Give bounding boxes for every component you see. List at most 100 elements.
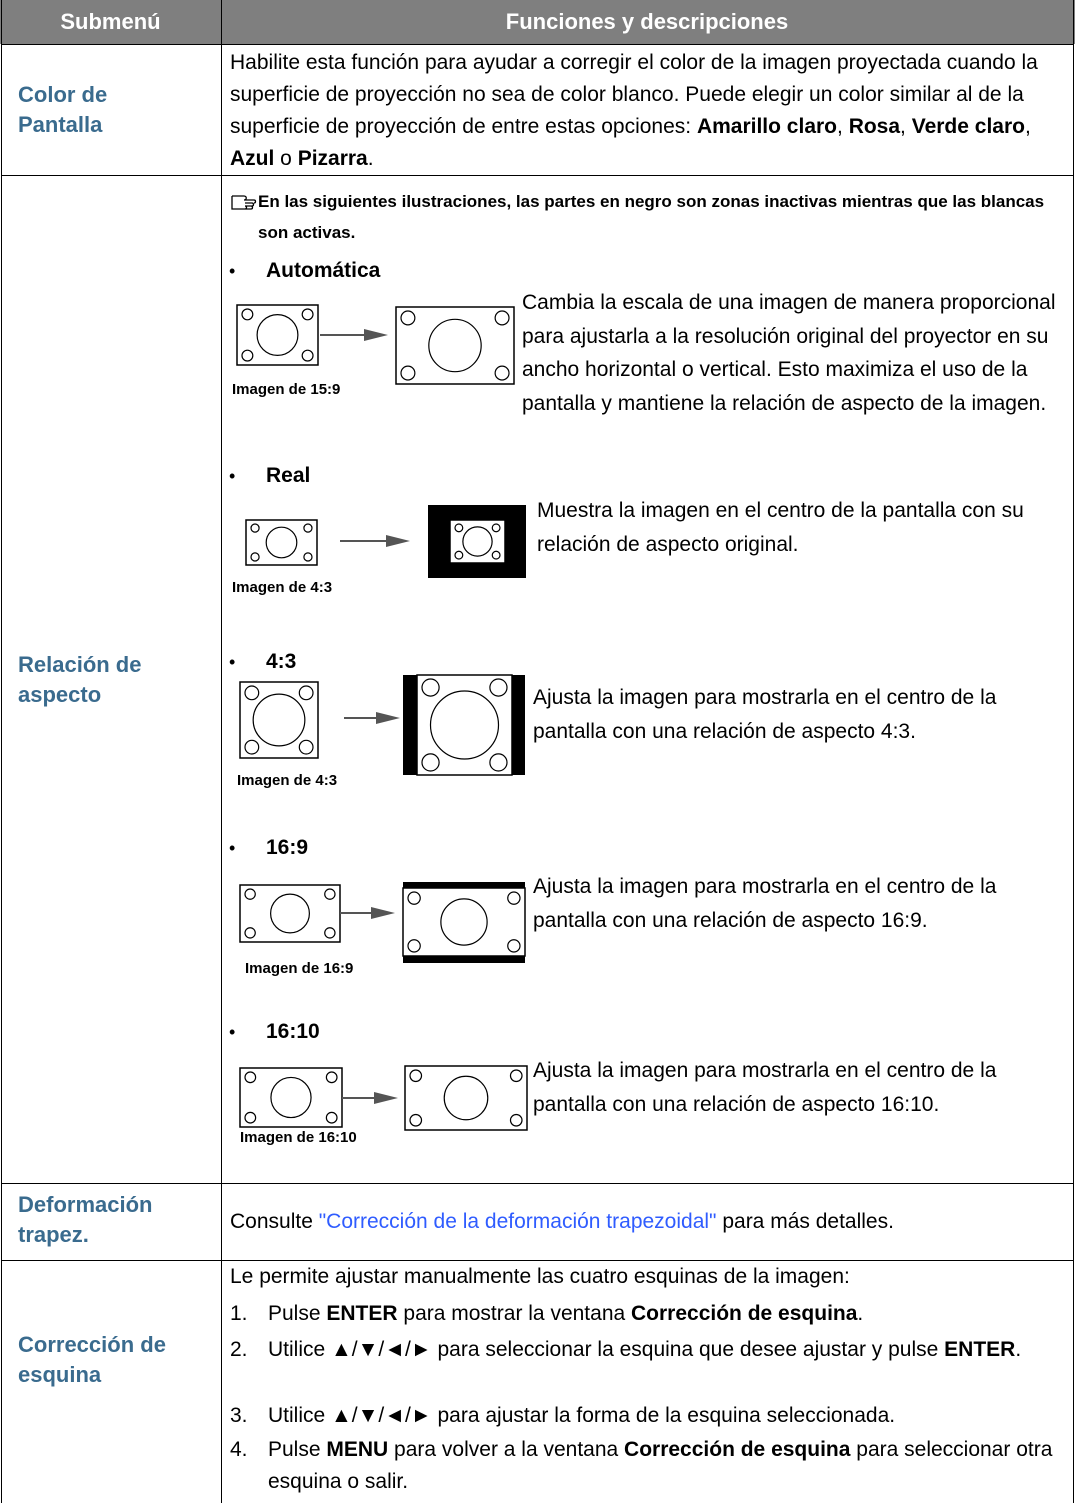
frame-dot [298,685,314,701]
frame-circle [270,893,310,934]
frame-circle [440,898,488,946]
frame-dot [491,523,501,533]
step-number: 1. [230,1302,248,1325]
bullet-dot: • [229,261,236,281]
text-run: Utilice ▲/▼/◄/► para seleccionar la esqu… [268,1338,945,1361]
text-run: Corrección de esquina [624,1438,851,1461]
mode-description: Cambia la escala de una imagen de manera… [522,291,1056,415]
frame-dot [400,310,416,326]
caption: Imagen de 16:10 [240,1129,357,1146]
text-run: Rosa [848,115,901,138]
frame-dot [489,753,508,772]
mode-name: 16:9 [266,836,309,859]
screen-frame [395,306,515,385]
step-content: Utilice ▲/▼/◄/► para ajustar la forma de… [268,1400,1065,1432]
frame-dot [244,888,256,900]
arrow-head [376,712,400,724]
frame-dot [421,678,440,697]
step: 1. Pulse ENTER para mostrar la ventana Co… [230,1298,1065,1330]
frame-dot [507,939,521,953]
mode-description: Ajusta la imagen para mostrarla en el ce… [533,1059,997,1116]
text-run: , [1024,115,1031,138]
step: 3. Utilice ▲/▼/◄/► para ajustar la forma … [230,1400,1065,1432]
text-run: . [367,147,374,170]
frame-dot [407,939,421,953]
text-run: ENTER [944,1338,1016,1361]
arrow-head [364,329,388,341]
text-run: Azul [230,147,275,170]
row-divider [1,44,1073,45]
arrow-head [386,535,410,547]
frame-dot [303,523,313,533]
frame-circle [256,314,299,357]
frame-dot [324,888,336,900]
step-number: 2. [230,1338,248,1361]
arrow-head [374,1092,398,1104]
bullet-dot: • [229,838,236,858]
description: Consulte "Corrección de la deformación t… [230,1206,1070,1238]
text-run: , [900,115,912,138]
header-submenu: Submenú [60,9,161,34]
step-content: Pulse MENU para volver a la ventana Corr… [268,1434,1065,1498]
mode-name: 16:10 [266,1020,320,1043]
frame-dot [244,927,256,939]
bullet-dot: • [229,466,236,486]
text-run: Pulse [268,1302,327,1325]
screen-frame [416,674,513,776]
row-divider [1,175,1073,176]
frame-dot [250,552,260,562]
text-run: Corrección de esquina [631,1302,858,1325]
frame-circle [429,690,500,760]
frame-dot [241,308,254,321]
table-border [1,0,2,1503]
step-number: 4. [230,1438,248,1461]
frame-dot [244,1071,257,1084]
step-content: Utilice ▲/▼/◄/► para seleccionar la esqu… [268,1334,1065,1366]
step-number: 3. [230,1404,248,1427]
caption: Imagen de 4:3 [232,579,333,596]
text-run: Habilite esta función para ayudar a corr… [230,51,1038,138]
text-run: Amarillo claro [696,115,838,138]
frame-dot [301,349,314,362]
frame-dot [250,523,260,533]
frame-circle [270,1076,312,1119]
step: 4. Pulse MENU para volver a la ventana Co… [230,1434,1065,1498]
intro: Le permite ajustar manualmente las cuatr… [230,1265,850,1288]
frame-dot [407,891,421,905]
frame-dot [494,310,510,326]
frame-dot [301,308,314,321]
link[interactable]: "Corrección de la deformación trapezoida… [318,1210,717,1233]
frame-circle [265,526,298,559]
screen-frame [402,887,526,957]
frame-dot [244,1111,257,1124]
mode-name: Automática [266,259,381,282]
frame-dot [303,552,313,562]
screen-frame [404,1065,528,1131]
text-run: Pulse [268,1438,327,1461]
text-run: , [837,115,849,138]
text-run: Pizarra [297,147,368,170]
mode-description: Ajusta la imagen para mostrarla en el ce… [533,875,997,932]
header-functions: Funciones y descripciones [505,9,789,34]
mode-description: Muestra la imagen en el centro de la pan… [537,499,1024,556]
bullet-dot: • [229,652,236,672]
screen-frame [236,304,319,366]
text-run: para mostrar la ventana [397,1302,632,1325]
note: En las siguientes ilustraciones, las par… [258,192,1045,242]
frame-dot [400,365,416,381]
bullet-dot: • [229,1022,236,1042]
frame-dot [324,927,336,939]
frame-dot [494,365,510,381]
frame-dot [244,685,260,701]
table-header [0,0,1075,44]
frame-dot [509,1069,523,1083]
column-divider [221,0,222,1503]
frame-circle [462,526,493,557]
text-run: Consulte [230,1210,319,1233]
text-run: o [274,147,298,170]
mode-name: Real [266,464,311,487]
text-run: MENU [326,1438,389,1461]
text-run: para más detalles. [716,1210,894,1233]
frame-dot [454,523,464,533]
